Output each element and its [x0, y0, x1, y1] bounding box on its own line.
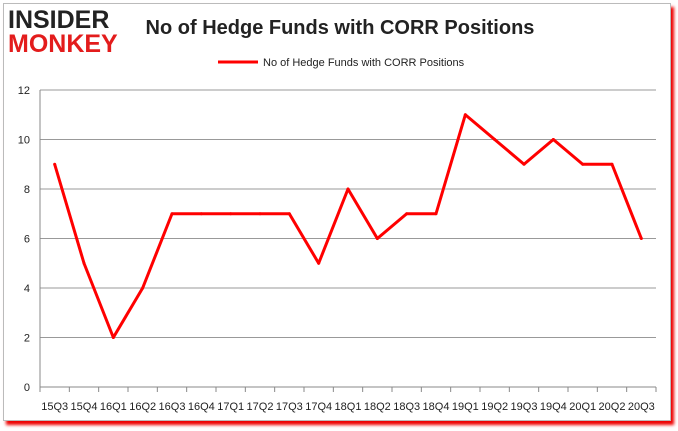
data-point	[287, 212, 291, 216]
data-point	[258, 212, 262, 216]
y-tick-label: 10	[18, 135, 30, 147]
data-point	[229, 212, 233, 216]
data-point	[581, 162, 585, 166]
chart-frame	[3, 3, 671, 421]
data-point	[522, 162, 526, 166]
legend-label: No of Hedge Funds with CORR Positions	[263, 57, 465, 69]
data-point	[53, 162, 57, 166]
x-tick-label: 20Q2	[599, 401, 626, 413]
data-point	[493, 138, 497, 141]
data-point	[111, 336, 115, 339]
x-tick-label: 16Q3	[159, 401, 186, 413]
data-point	[199, 212, 203, 216]
x-tick-label: 16Q1	[100, 401, 127, 413]
x-tick-label: 18Q4	[423, 401, 450, 413]
logo-line2: MONKEY	[8, 30, 118, 58]
insider-monkey-logo: INSIDER MONKEY	[8, 6, 118, 58]
series-line	[53, 113, 643, 339]
x-tick-label: 20Q1	[569, 401, 596, 413]
y-tick-label: 8	[24, 184, 30, 196]
data-point	[141, 286, 145, 290]
data-point	[639, 237, 643, 240]
x-tick-label: 16Q2	[129, 401, 156, 413]
x-tick-label: 17Q2	[247, 401, 274, 413]
x-tick-label: 18Q1	[335, 401, 362, 413]
x-tick-label: 19Q1	[452, 401, 479, 413]
data-point	[434, 212, 438, 216]
x-tick-label: 19Q4	[540, 401, 567, 413]
data-point	[317, 261, 321, 265]
data-point	[346, 187, 350, 191]
data-point	[463, 113, 467, 117]
x-tick-label: 16Q4	[188, 401, 215, 413]
x-tick-label: 17Q3	[276, 401, 303, 413]
y-tick-label: 4	[24, 283, 30, 295]
x-tick-label: 19Q3	[511, 401, 538, 413]
y-tick-label: 12	[18, 85, 30, 97]
chart-title: No of Hedge Funds with CORR Positions	[146, 17, 535, 39]
data-point	[82, 261, 86, 265]
x-tick-label: 18Q2	[364, 401, 391, 413]
logo-line1: INSIDER	[8, 6, 110, 34]
x-tick-label: 15Q4	[71, 401, 98, 413]
x-tick-label: 17Q1	[217, 401, 244, 413]
x-tick-label: 15Q3	[41, 401, 68, 413]
data-point	[551, 138, 555, 141]
data-point	[405, 212, 409, 216]
x-tick-label: 20Q3	[628, 401, 655, 413]
x-tick-label: 17Q4	[305, 401, 332, 413]
data-point	[610, 162, 614, 166]
data-point	[375, 237, 379, 240]
y-tick-label: 6	[24, 234, 30, 246]
x-tick-label: 19Q2	[481, 401, 508, 413]
y-tick-label: 0	[24, 382, 30, 394]
data-point	[170, 212, 174, 216]
y-tick-label: 2	[24, 333, 30, 345]
x-tick-label: 18Q3	[393, 401, 420, 413]
